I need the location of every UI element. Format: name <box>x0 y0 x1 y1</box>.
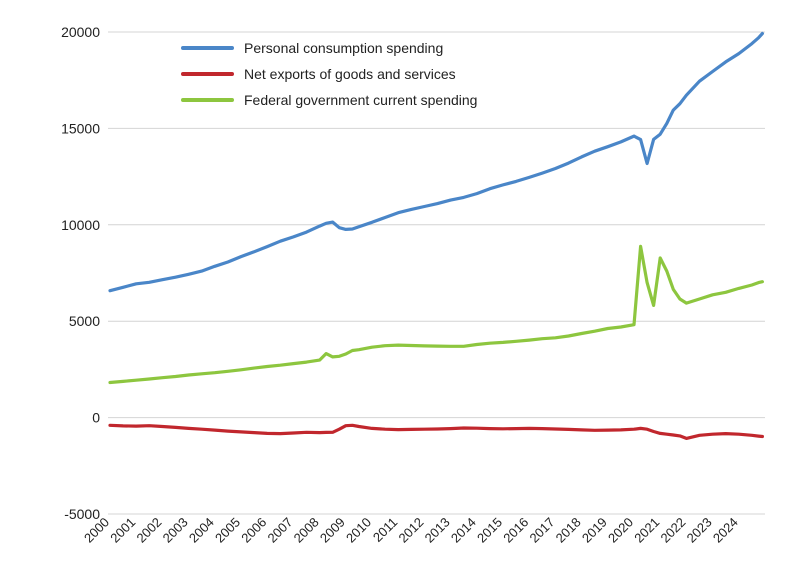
legend-label: Personal consumption spending <box>244 40 443 56</box>
series-lines <box>108 31 764 440</box>
x-tick-label: 2019 <box>579 515 610 546</box>
legend-label: Net exports of goods and services <box>244 66 456 82</box>
x-tick-label: 2020 <box>605 515 636 546</box>
x-tick-label: 2014 <box>448 515 479 546</box>
x-tick-label: 2002 <box>133 515 164 546</box>
x-tick-label: 2013 <box>422 515 453 546</box>
x-tick-label: 2008 <box>291 515 322 546</box>
x-tick-label: 2021 <box>631 515 662 546</box>
series-line-1 <box>108 31 764 293</box>
x-tick-label: 2010 <box>343 515 374 546</box>
x-tick-label: 2004 <box>186 515 217 546</box>
y-tick-label: 10000 <box>61 217 100 233</box>
gridlines <box>108 31 765 515</box>
x-tick-label: 2015 <box>474 515 505 546</box>
series-line-3 <box>108 244 764 385</box>
x-tick-label: 2018 <box>553 515 584 546</box>
y-tick-label: 5000 <box>69 313 100 329</box>
y-axis-ticks: 20000 15000 10000 5000 0 -5000 <box>61 24 100 522</box>
x-tick-label: 2011 <box>370 515 400 545</box>
x-tick-label: 2023 <box>684 515 715 546</box>
x-tick-label: 2007 <box>264 515 295 546</box>
y-tick-label: -5000 <box>64 506 100 522</box>
x-axis-ticks: 2000200120022003200420052006200720082009… <box>81 515 741 546</box>
x-tick-label: 2022 <box>657 515 688 546</box>
x-tick-label: 2005 <box>212 515 243 546</box>
y-tick-label: 15000 <box>61 120 100 136</box>
x-tick-label: 2012 <box>395 515 426 546</box>
x-tick-label: 2009 <box>317 515 348 546</box>
legend: Personal consumption spending Net exports… <box>181 40 477 108</box>
y-tick-label: 0 <box>92 410 100 426</box>
x-tick-label: 2017 <box>526 515 557 546</box>
x-tick-label: 2001 <box>107 515 138 546</box>
y-tick-label: 20000 <box>61 24 100 40</box>
legend-label: Federal government current spending <box>244 92 477 108</box>
x-tick-label: 2016 <box>500 515 531 546</box>
x-tick-label: 2024 <box>710 515 741 546</box>
x-tick-label: 2006 <box>238 515 269 546</box>
series-line-2 <box>108 423 764 440</box>
x-tick-label: 2003 <box>160 515 191 546</box>
